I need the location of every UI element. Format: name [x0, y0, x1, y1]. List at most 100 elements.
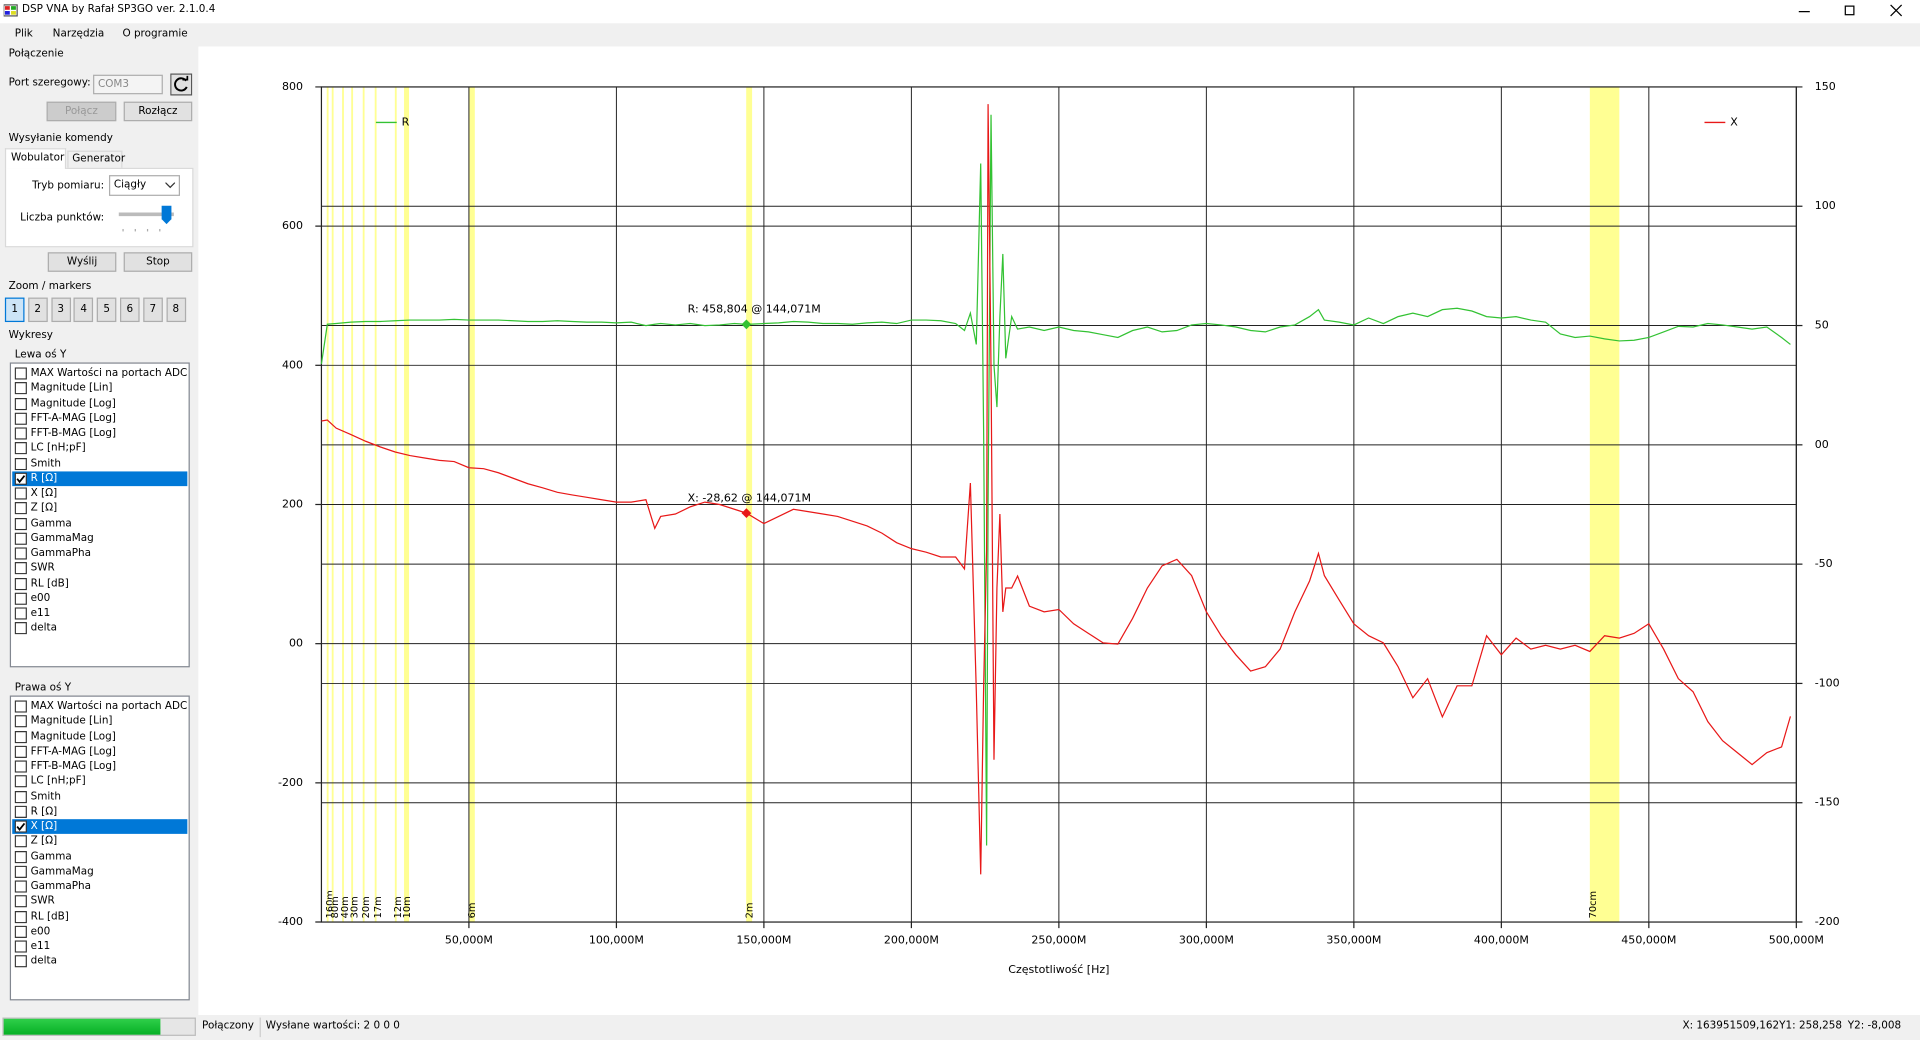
- list-item[interactable]: Z [Ω]: [12, 834, 187, 849]
- zoom-button[interactable]: 8: [166, 297, 186, 323]
- list-item[interactable]: Magnitude [Lin]: [12, 381, 187, 396]
- list-item[interactable]: GammaMag: [12, 864, 187, 879]
- checkbox[interactable]: [14, 517, 27, 530]
- list-item[interactable]: Gamma: [12, 516, 187, 531]
- list-item[interactable]: R [Ω]: [12, 804, 187, 819]
- list-item[interactable]: FFT-A-MAG [Log]: [12, 411, 187, 426]
- list-item[interactable]: SWR: [12, 894, 187, 909]
- list-item[interactable]: Smith: [12, 789, 187, 804]
- send-button[interactable]: Wyślij: [47, 252, 117, 272]
- checkbox[interactable]: [14, 577, 27, 590]
- list-item[interactable]: e11: [12, 606, 187, 621]
- list-item[interactable]: Magnitude [Log]: [12, 729, 187, 744]
- checkbox[interactable]: [14, 622, 27, 635]
- zoom-button[interactable]: 5: [96, 297, 117, 323]
- list-item[interactable]: X [Ω]: [12, 819, 188, 834]
- list-item[interactable]: FFT-A-MAG [Log]: [12, 744, 187, 759]
- checkbox[interactable]: [14, 745, 27, 758]
- menu-item[interactable]: Narzędzia: [52, 28, 105, 41]
- close-button[interactable]: [1890, 4, 1903, 17]
- list-item[interactable]: R [Ω]: [12, 471, 188, 486]
- checkbox[interactable]: [14, 592, 27, 605]
- stop-button[interactable]: Stop: [123, 252, 193, 272]
- list-item[interactable]: LC [nH;pF]: [12, 441, 187, 456]
- mode-combo[interactable]: Ciągły: [108, 175, 181, 196]
- port-combo[interactable]: COM3: [93, 74, 163, 95]
- list-item[interactable]: X [Ω]: [12, 486, 187, 501]
- list-item[interactable]: e00: [12, 924, 187, 939]
- checkbox[interactable]: [14, 760, 27, 773]
- list-item[interactable]: delta: [12, 954, 187, 969]
- group-title: Lewa oś Y: [14, 348, 67, 362]
- checkbox[interactable]: [14, 775, 27, 788]
- list-item[interactable]: Magnitude [Log]: [12, 396, 187, 411]
- list-item[interactable]: GammaPha: [12, 879, 187, 894]
- list-item[interactable]: LC [nH;pF]: [12, 774, 187, 789]
- checkbox[interactable]: [14, 865, 27, 878]
- checkbox[interactable]: [14, 562, 27, 575]
- checkbox[interactable]: [14, 730, 27, 743]
- zoom-button[interactable]: 6: [120, 297, 140, 323]
- list-item[interactable]: e00: [12, 591, 187, 606]
- list-item[interactable]: RL [dB]: [12, 576, 187, 591]
- restore-button[interactable]: [1844, 5, 1855, 16]
- disconnect-button[interactable]: Rozłącz: [123, 101, 193, 122]
- zoom-button[interactable]: 7: [143, 297, 163, 323]
- checkbox[interactable]: [14, 940, 27, 953]
- refresh-button[interactable]: [170, 73, 193, 96]
- menu-item[interactable]: O programie: [122, 28, 188, 41]
- checkbox[interactable]: [14, 412, 27, 425]
- list-item[interactable]: e11: [12, 939, 187, 954]
- list-item[interactable]: Gamma: [12, 849, 187, 864]
- checkbox[interactable]: [14, 910, 27, 923]
- checkbox[interactable]: [14, 715, 27, 728]
- list-item[interactable]: RL [dB]: [12, 909, 187, 924]
- tab[interactable]: Generator: [67, 150, 125, 168]
- list-item[interactable]: SWR: [12, 561, 187, 576]
- item-label: FFT-A-MAG [Log]: [30, 745, 116, 758]
- checkbox[interactable]: [14, 397, 27, 410]
- checkbox[interactable]: [14, 547, 27, 560]
- checkbox[interactable]: [14, 835, 27, 848]
- zoom-button[interactable]: 1: [4, 297, 25, 323]
- checkbox[interactable]: [14, 805, 27, 818]
- points-slider[interactable]: [113, 202, 182, 236]
- checkbox[interactable]: [14, 955, 27, 968]
- checkbox[interactable]: [14, 382, 27, 395]
- menu-item[interactable]: Plik: [14, 28, 33, 41]
- checkbox[interactable]: [14, 700, 27, 713]
- group-title: Wykresy: [8, 329, 53, 342]
- checkbox[interactable]: [14, 925, 27, 938]
- checkbox[interactable]: [14, 472, 27, 485]
- checkbox[interactable]: [14, 880, 27, 893]
- checkbox[interactable]: [14, 607, 27, 620]
- tab[interactable]: Wobulator: [4, 148, 67, 169]
- list-item[interactable]: Smith: [12, 456, 187, 471]
- list-item[interactable]: GammaPha: [12, 546, 187, 561]
- checkbox[interactable]: [14, 487, 27, 500]
- list-item[interactable]: GammaMag: [12, 531, 187, 546]
- checkbox[interactable]: [14, 820, 27, 833]
- checkbox[interactable]: [14, 502, 27, 515]
- checkbox[interactable]: [14, 895, 27, 908]
- list-item[interactable]: FFT-B-MAG [Log]: [12, 759, 187, 774]
- list-item[interactable]: Magnitude [Lin]: [12, 714, 187, 729]
- connect-button[interactable]: Połącz: [46, 101, 117, 122]
- checkbox[interactable]: [14, 457, 27, 470]
- list-item[interactable]: MAX Wartości na portach ADC: [12, 699, 187, 714]
- checkbox[interactable]: [14, 790, 27, 803]
- checkbox[interactable]: [14, 532, 27, 545]
- list-item[interactable]: delta: [12, 621, 187, 636]
- list-item[interactable]: FFT-B-MAG [Log]: [12, 426, 187, 441]
- checkbox-box: [14, 940, 27, 953]
- checkbox[interactable]: [14, 442, 27, 455]
- checkbox[interactable]: [14, 367, 27, 380]
- zoom-button[interactable]: 3: [50, 297, 71, 323]
- list-item[interactable]: Z [Ω]: [12, 501, 187, 516]
- zoom-button[interactable]: 2: [27, 297, 48, 323]
- checkbox[interactable]: [14, 427, 27, 440]
- list-item[interactable]: MAX Wartości na portach ADC: [12, 366, 187, 381]
- zoom-button[interactable]: 4: [73, 297, 94, 323]
- checkbox[interactable]: [14, 850, 27, 863]
- progress-track: [2, 1017, 196, 1036]
